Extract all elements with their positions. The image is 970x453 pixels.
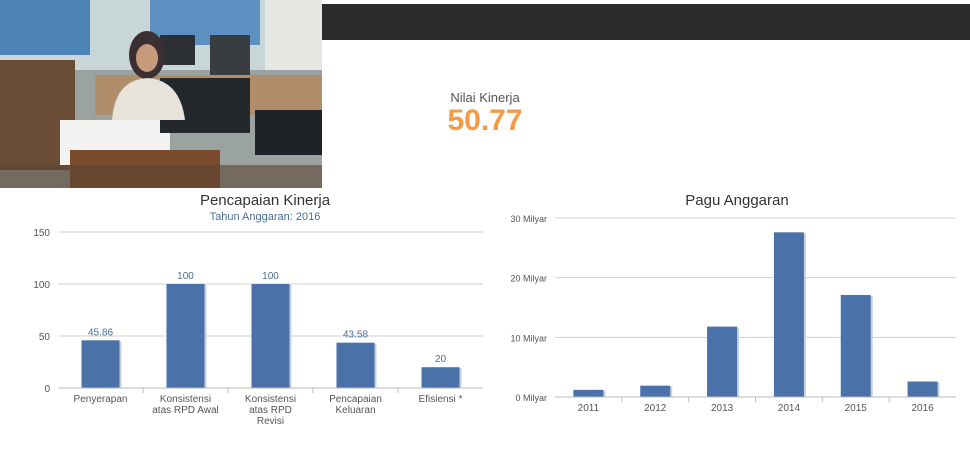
bar	[907, 381, 938, 397]
chart-title: Pencapaian Kinerja	[200, 192, 331, 209]
x-tick-label: atas RPD Awal	[152, 405, 219, 416]
bar	[81, 340, 120, 388]
y-tick-label: 50	[39, 332, 51, 343]
bar	[166, 284, 205, 388]
bar	[336, 342, 375, 388]
performance-chart: Pencapaian Kinerja Tahun Anggaran: 2016 0 5…	[33, 192, 483, 427]
y-tick-label: 100	[33, 280, 50, 291]
kpi-value: 50.77	[447, 104, 523, 137]
x-tick-label: 2016	[911, 403, 934, 414]
x-tick-label: 2011	[578, 403, 600, 414]
data-label: 100	[262, 271, 279, 282]
x-tick-label: Konsistensi	[160, 394, 211, 405]
bar	[573, 389, 604, 397]
y-tick-label: 30 Milyar	[510, 214, 547, 224]
x-tick-label: atas RPD	[249, 405, 292, 416]
y-tick-label: 0	[44, 384, 50, 395]
x-tick-label: Revisi	[257, 416, 284, 427]
x-tick-label: Keluaran	[335, 405, 375, 416]
y-tick-label: 0 Milyar	[515, 393, 547, 403]
x-tick-label: Efisiensi *	[419, 394, 463, 405]
bar	[840, 294, 871, 397]
y-tick-label: 150	[33, 228, 50, 239]
x-tick-label: 2012	[644, 403, 667, 414]
chart-title: Pagu Anggaran	[685, 192, 788, 209]
bar	[773, 232, 804, 397]
top-bar	[322, 4, 970, 40]
data-label: 20	[435, 354, 447, 365]
y-tick-label: 10 Milyar	[510, 333, 547, 343]
bar	[707, 326, 738, 397]
bar	[640, 385, 671, 397]
budget-chart: Pagu Anggaran 0 Milyar 10 Milyar 20 Milyar 3…	[510, 192, 956, 414]
kpi-panel: Nilai Kinerja 50.77	[400, 90, 570, 137]
x-tick-label: Penyerapan	[74, 394, 128, 405]
kpi-label: Nilai Kinerja	[450, 90, 520, 105]
x-tick-label: 2013	[711, 403, 734, 414]
chart-subtitle: Tahun Anggaran: 2016	[210, 211, 321, 223]
x-tick-label: 2014	[778, 403, 801, 414]
x-tick-label: 2015	[845, 403, 868, 414]
y-tick-label: 20 Milyar	[510, 274, 547, 284]
bar	[421, 367, 460, 388]
x-tick-label: Konsistensi	[245, 394, 296, 405]
data-label: 43.58	[343, 330, 368, 341]
data-label: 100	[177, 271, 194, 282]
x-tick-label: Pencapaian	[329, 394, 382, 405]
bar	[251, 284, 290, 388]
profile-photo	[0, 0, 322, 188]
data-label: 45.86	[88, 327, 113, 338]
